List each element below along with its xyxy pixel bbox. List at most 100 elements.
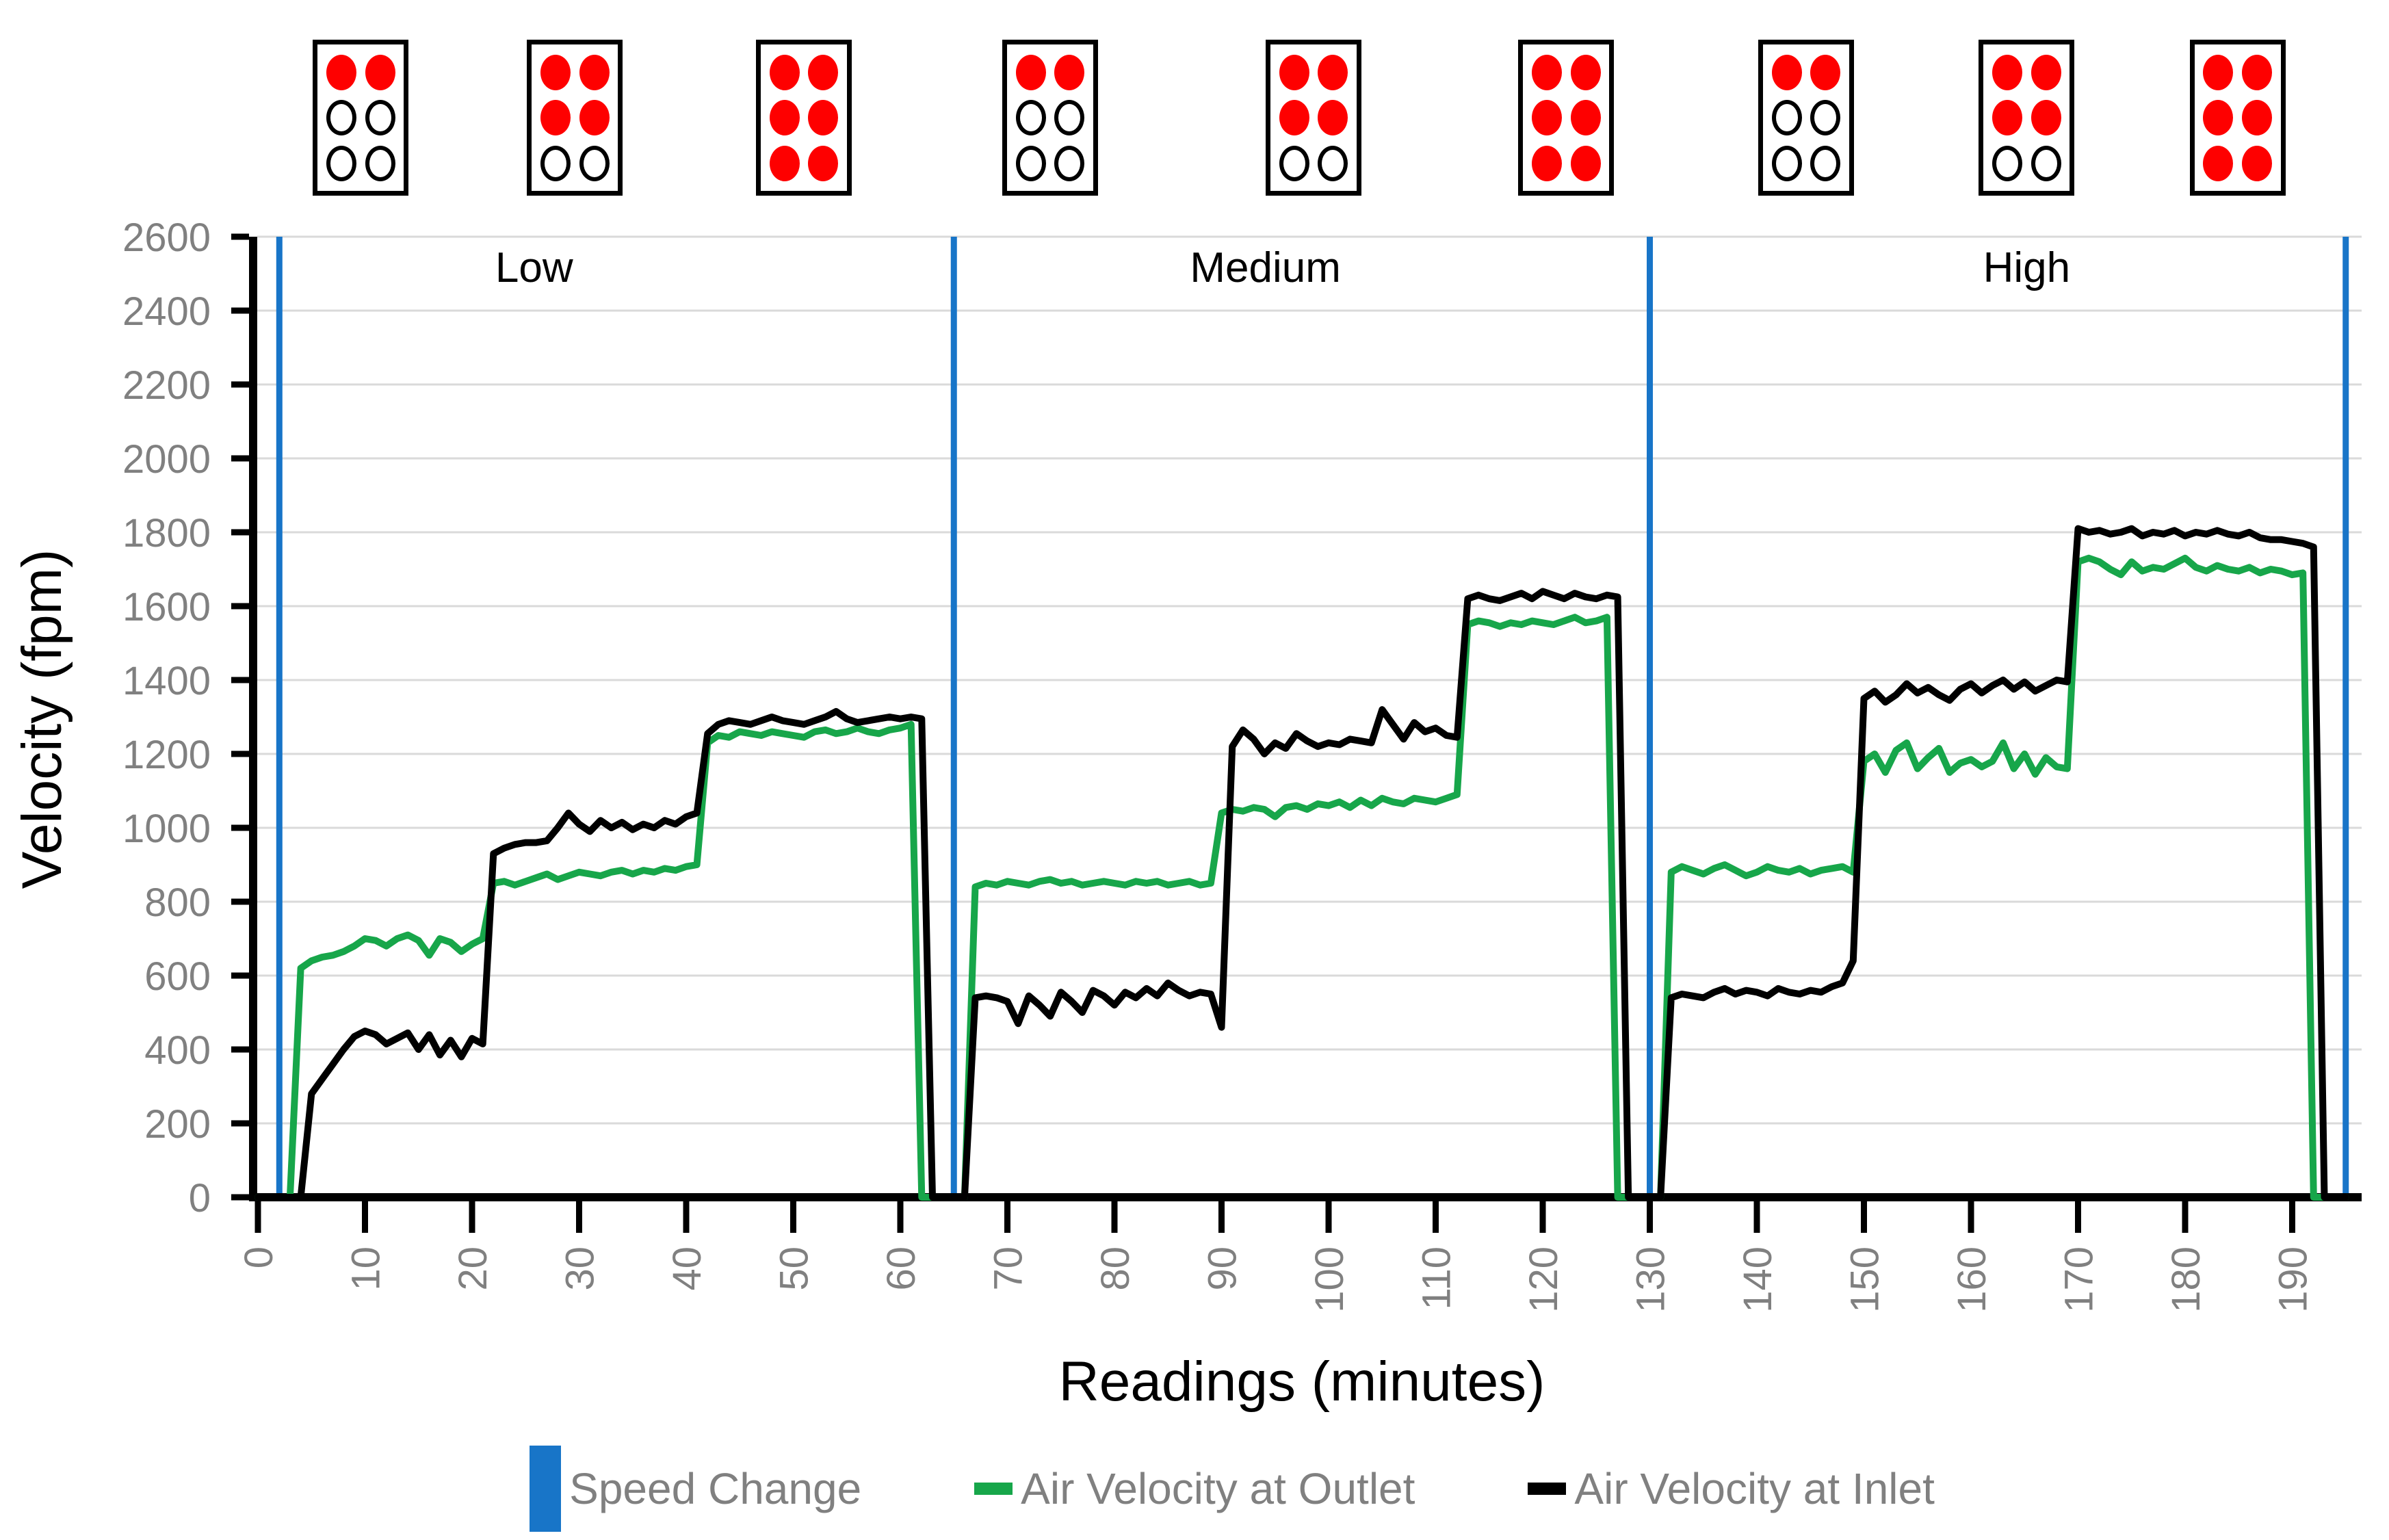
fan-dot-on bbox=[1570, 145, 1601, 181]
x-tick-label: 20 bbox=[451, 1247, 495, 1291]
fan-dot-off bbox=[1015, 145, 1046, 181]
x-tick-label: 50 bbox=[772, 1247, 817, 1291]
y-tick-label: 0 bbox=[189, 1176, 211, 1221]
fan-dot-on bbox=[2241, 145, 2272, 181]
fan-speed-indicator bbox=[2189, 40, 2286, 196]
fan-dot-off bbox=[1771, 145, 1802, 181]
fan-dot-on bbox=[1318, 54, 1348, 90]
fan-dot-off bbox=[1318, 145, 1348, 181]
legend-label: Air Velocity at Inlet bbox=[1574, 1463, 1935, 1513]
fan-dot-on bbox=[769, 100, 800, 135]
fan-speed-indicator bbox=[1758, 40, 1854, 196]
fan-dot-off bbox=[1810, 100, 1841, 135]
x-tick-label: 10 bbox=[344, 1247, 389, 1291]
x-axis-title: Readings (minutes) bbox=[1058, 1350, 1545, 1413]
fan-dot-on bbox=[540, 54, 571, 90]
legend-label: Air Velocity at Outlet bbox=[1021, 1463, 1415, 1513]
fan-dot-on bbox=[1318, 100, 1348, 135]
fan-dot-on bbox=[1570, 100, 1601, 135]
speed-change-swatch bbox=[530, 1445, 562, 1532]
y-axis-title: Velocity (fpm) bbox=[11, 549, 73, 889]
fan-dot-off bbox=[579, 145, 610, 181]
fan-dot-on bbox=[808, 54, 839, 90]
y-tick-label: 1400 bbox=[122, 659, 211, 703]
fan-dot-on bbox=[579, 54, 610, 90]
y-tick-label: 800 bbox=[144, 880, 211, 925]
fan-speed-indicator bbox=[1266, 40, 1362, 196]
y-tick-label: 2400 bbox=[122, 289, 211, 334]
fan-dot-on bbox=[2203, 54, 2234, 90]
outlet-swatch bbox=[974, 1482, 1013, 1495]
legend-label: Speed Change bbox=[569, 1463, 862, 1513]
fan-dot-off bbox=[1810, 145, 1841, 181]
y-tick-label: 1600 bbox=[122, 585, 211, 629]
fan-dot-off bbox=[326, 100, 356, 135]
fan-dot-off bbox=[1771, 100, 1802, 135]
fan-dot-on bbox=[769, 54, 800, 90]
fan-dot-off bbox=[365, 145, 395, 181]
x-tick-label: 120 bbox=[1522, 1247, 1566, 1313]
fan-dot-on bbox=[1992, 54, 2023, 90]
fan-dot-on bbox=[808, 100, 839, 135]
fan-dot-on bbox=[1992, 100, 2023, 135]
fan-dot-on bbox=[1532, 100, 1563, 135]
fan-dot-on bbox=[1532, 54, 1563, 90]
fan-speed-indicator bbox=[1002, 40, 1099, 196]
x-tick-label: 0 bbox=[237, 1247, 281, 1268]
fan-dot-on bbox=[1279, 54, 1309, 90]
legend: Speed Change Air Velocity at Outlet Air … bbox=[38, 1445, 2389, 1532]
section-label: Medium bbox=[1190, 244, 1341, 291]
fan-dot-off bbox=[365, 100, 395, 135]
x-tick-label: 140 bbox=[1736, 1247, 1780, 1313]
x-tick-label: 60 bbox=[879, 1247, 924, 1291]
x-tick-label: 170 bbox=[2057, 1247, 2102, 1313]
fan-dot-off bbox=[326, 145, 356, 181]
fan-dot-off bbox=[540, 145, 571, 181]
fan-speed-indicator bbox=[1518, 40, 1615, 196]
fan-dot-off bbox=[1279, 145, 1309, 181]
x-tick-label: 30 bbox=[558, 1247, 603, 1291]
y-tick-label: 1000 bbox=[122, 807, 211, 851]
fan-speed-indicator bbox=[313, 40, 409, 196]
fan-dot-on bbox=[1532, 145, 1563, 181]
x-tick-label: 150 bbox=[1843, 1247, 1888, 1313]
legend-item-inlet: Air Velocity at Inlet bbox=[1528, 1463, 1935, 1514]
x-tick-label: 110 bbox=[1415, 1247, 1459, 1309]
x-tick-label: 90 bbox=[1201, 1247, 1245, 1291]
legend-item-outlet: Air Velocity at Outlet bbox=[974, 1463, 1415, 1514]
fan-dot-on bbox=[1279, 100, 1309, 135]
fan-dot-off bbox=[1015, 100, 1046, 135]
x-tick-label: 180 bbox=[2164, 1247, 2208, 1313]
fan-dot-on bbox=[1015, 54, 1046, 90]
x-tick-label: 80 bbox=[1093, 1247, 1138, 1291]
fan-dot-on bbox=[1570, 54, 1601, 90]
fan-dot-on bbox=[808, 145, 839, 181]
fan-dot-on bbox=[365, 54, 395, 90]
fan-dot-off bbox=[1992, 145, 2023, 181]
fan-speed-indicator bbox=[527, 40, 623, 196]
x-tick-label: 160 bbox=[1950, 1247, 1994, 1313]
outlet-series-line bbox=[254, 554, 2349, 1201]
section-label: Low bbox=[495, 244, 573, 291]
fan-dot-on bbox=[1771, 54, 1802, 90]
y-tick-label: 200 bbox=[144, 1102, 211, 1147]
legend-item-speed-change: Speed Change bbox=[530, 1445, 862, 1532]
y-tick-label: 1200 bbox=[122, 733, 211, 777]
fan-dot-on bbox=[1810, 54, 1841, 90]
y-tick-label: 2600 bbox=[122, 216, 211, 260]
x-tick-label: 40 bbox=[665, 1247, 709, 1291]
inlet-series-line bbox=[254, 525, 2349, 1201]
fan-dot-on bbox=[540, 100, 571, 135]
fan-speed-indicator bbox=[1979, 40, 2075, 196]
section-label: High bbox=[1983, 244, 2071, 291]
fan-dot-on bbox=[579, 100, 610, 135]
fan-dot-on bbox=[2031, 54, 2061, 90]
fan-dot-on bbox=[2031, 100, 2061, 135]
y-tick-label: 2000 bbox=[122, 437, 211, 482]
fan-dot-off bbox=[1054, 100, 1085, 135]
y-tick-label: 600 bbox=[144, 954, 211, 999]
fan-dot-on bbox=[326, 54, 356, 90]
fan-dot-on bbox=[2203, 145, 2234, 181]
